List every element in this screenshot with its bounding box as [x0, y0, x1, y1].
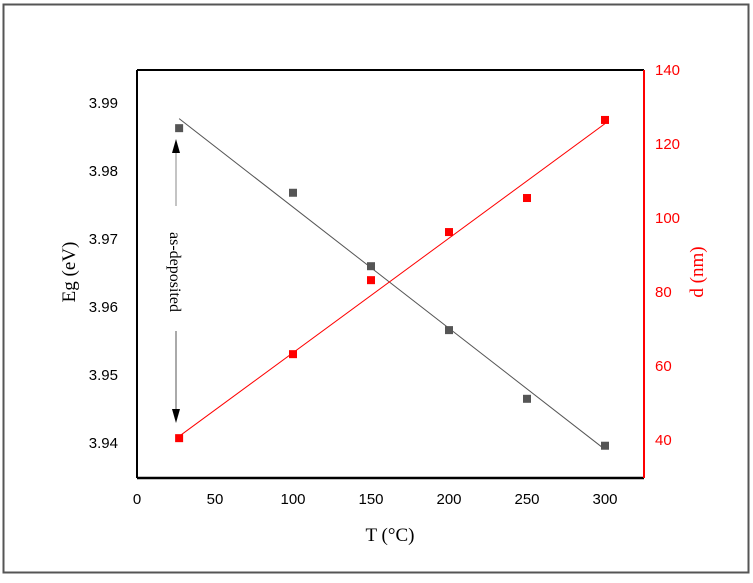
eg-data-point: [523, 394, 531, 403]
x-tick-labels: 0 50 100 150 200 250 300: [133, 491, 618, 508]
right-y-tick-label: 40: [655, 432, 672, 449]
eg-data-point: [601, 441, 609, 450]
d-data-point: [289, 350, 297, 359]
arrow-up-head-icon: [172, 139, 180, 153]
left-y-tick-labels: 3.94 3.95 3.96 3.97 3.98 3.99: [89, 95, 118, 452]
left-y-tick-label: 3.95: [89, 367, 118, 384]
d-data-point: [523, 194, 531, 203]
as-deposited-annotation: as-deposited: [166, 139, 183, 423]
left-y-tick-label: 3.98: [89, 163, 118, 180]
eg-data-point: [445, 326, 453, 335]
right-y-tick-label: 140: [655, 62, 680, 79]
right-y-tick-label: 100: [655, 210, 680, 227]
eg-data-point: [367, 262, 375, 271]
d-data-point: [445, 228, 453, 237]
d-data-point: [367, 276, 375, 285]
right-y-tick-label: 120: [655, 136, 680, 153]
eg-fit-line: [178, 118, 603, 448]
left-y-tick-label: 3.99: [89, 95, 118, 112]
right-y-tick-label: 80: [655, 284, 672, 301]
d-data-point: [175, 434, 184, 443]
left-y-tick-label: 3.94: [89, 435, 118, 452]
x-tick-label: 300: [592, 491, 617, 508]
x-tick-label: 200: [436, 491, 461, 508]
d-data-point: [601, 115, 609, 124]
left-y-tick-label: 3.96: [89, 299, 118, 316]
x-tick-label: 250: [514, 491, 539, 508]
eg-data-point: [289, 188, 297, 197]
right-y-axis-title: d (nm): [687, 246, 708, 297]
right-y-tick-labels: 40 60 80 100 120 140: [655, 62, 680, 449]
x-tick-label: 150: [358, 491, 383, 508]
x-tick-label: 0: [133, 491, 141, 508]
figure-border: [2, 3, 750, 574]
left-y-axis-title: Eg (eV): [59, 242, 80, 303]
arrow-down-head-icon: [172, 409, 180, 423]
plot-frame: [136, 69, 645, 480]
x-axis-title: T (°C): [366, 525, 415, 546]
x-tick-label: 100: [280, 491, 305, 508]
data-markers: [175, 115, 609, 450]
left-y-tick-label: 3.97: [89, 231, 118, 248]
x-tick-label: 50: [207, 491, 224, 508]
right-y-tick-label: 60: [655, 358, 672, 375]
fit-lines: [178, 118, 606, 448]
eg-data-point: [175, 124, 184, 133]
d-fit-line: [178, 123, 606, 437]
annotation-label: as-deposited: [166, 232, 183, 312]
